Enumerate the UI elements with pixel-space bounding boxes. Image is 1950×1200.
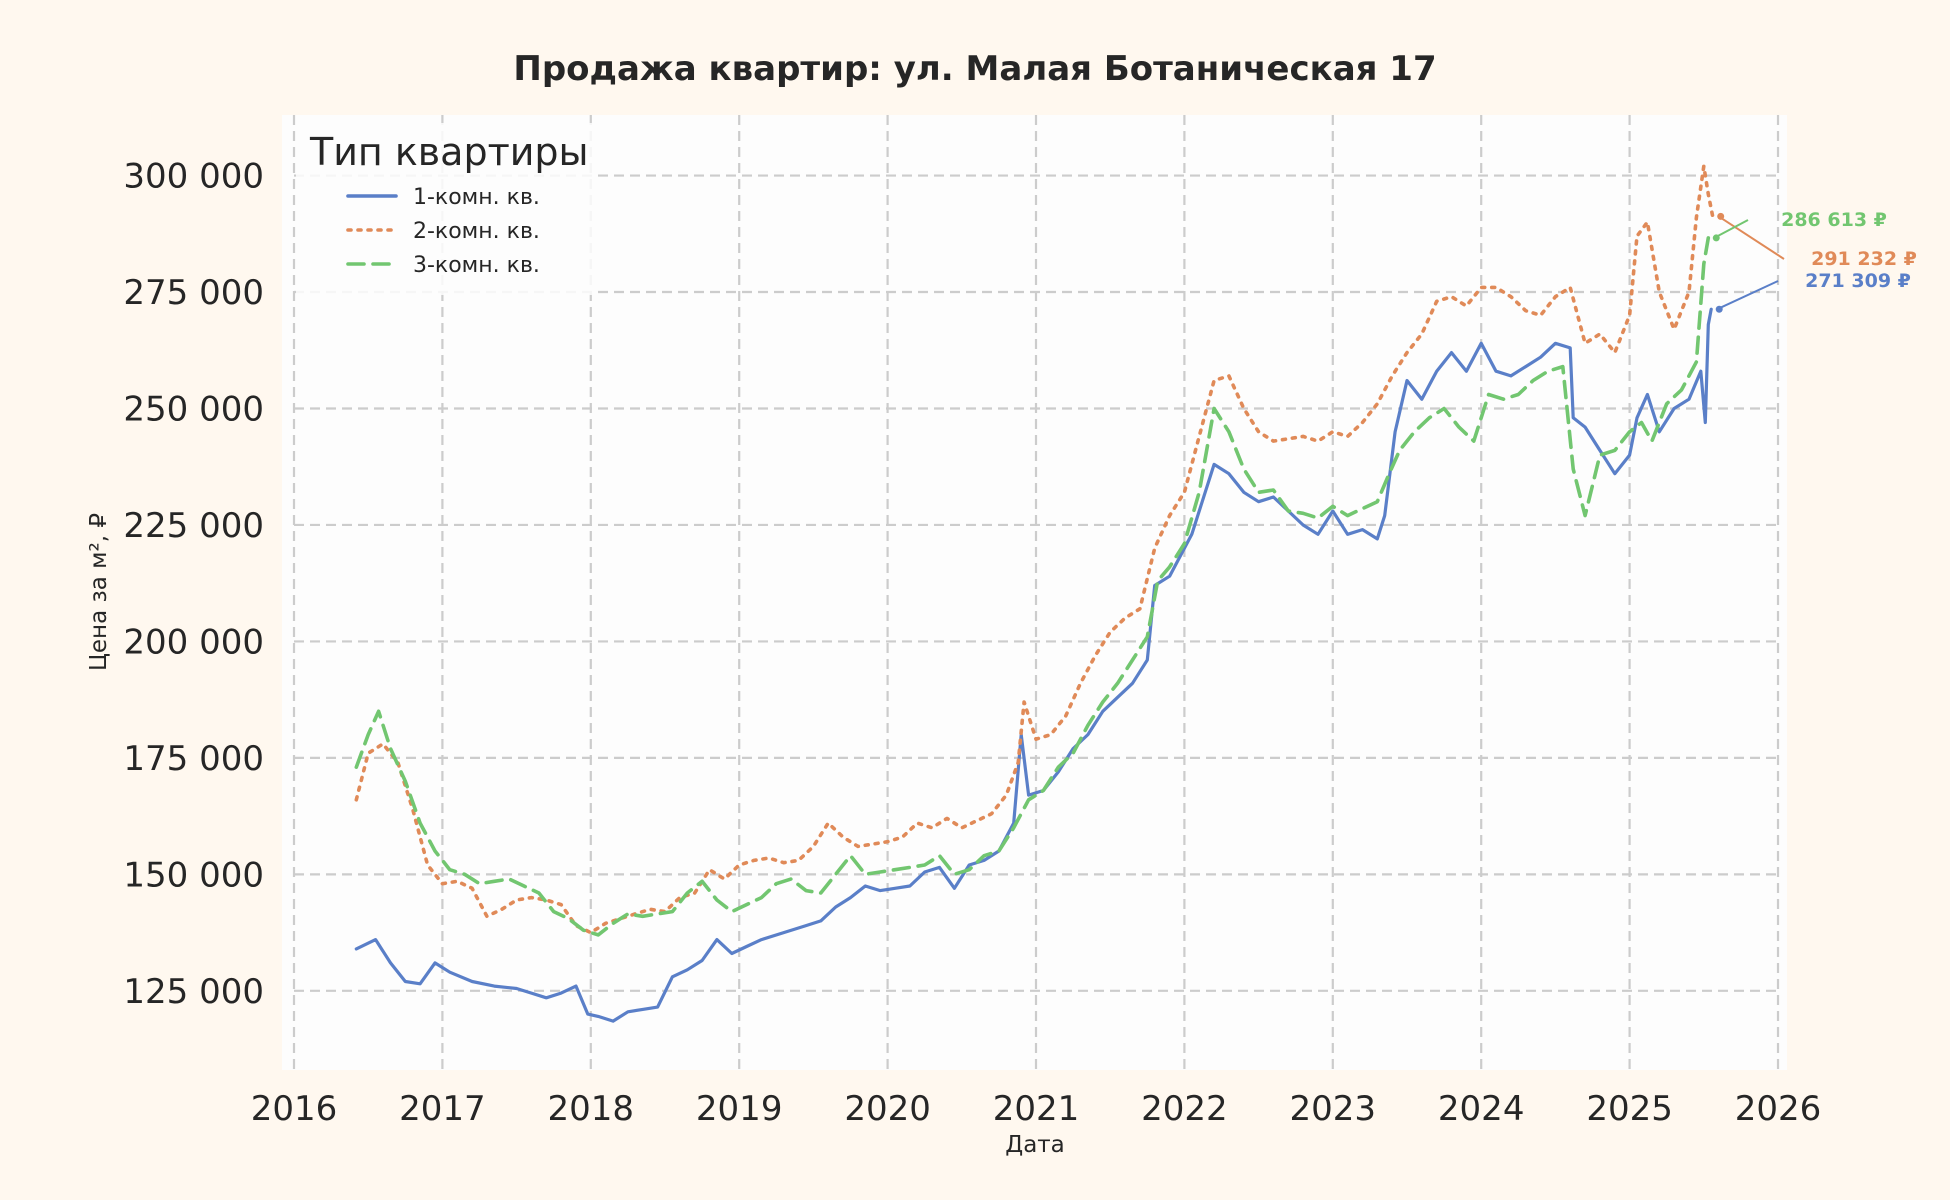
end-label-arrow-1 (1716, 280, 1779, 311)
legend: Тип квартиры 1-комн. кв. 2-комн. кв. 3-ком… (296, 123, 596, 295)
x-tick-label: 2019 (696, 1089, 783, 1129)
x-tick-label: 2026 (1735, 1089, 1822, 1129)
legend-title: Тип квартиры (309, 130, 589, 174)
legend-box (296, 123, 596, 295)
y-axis-title: Цена за м², ₽ (86, 513, 112, 671)
x-tick-label: 2020 (844, 1089, 931, 1129)
y-tick-label: 200 000 (123, 622, 264, 662)
y-tick-label: 175 000 (123, 739, 264, 779)
x-tick-label: 2016 (251, 1089, 338, 1129)
legend-entries: 1-комн. кв. 2-комн. кв. 3-комн. кв. (346, 185, 540, 278)
legend-label-1: 1-комн. кв. (413, 185, 540, 210)
end-label-arrow-3 (1713, 219, 1749, 239)
end-label-arrowhead-3 (1712, 234, 1720, 242)
end-label-arrowhead-2 (1717, 212, 1725, 220)
x-tick-label: 2024 (1438, 1089, 1525, 1129)
legend-label-3: 3-комн. кв. (413, 253, 540, 278)
legend-label-2: 2-комн. кв. (413, 219, 540, 244)
y-tick-label: 125 000 (123, 972, 264, 1012)
end-value-label-3: 286 613 ₽ (1781, 209, 1887, 231)
tick-labels: 2016 2017 2018 2019 2020 2021 2022 2023 2024 2025… (123, 157, 1821, 1129)
end-label-arrowhead-1 (1715, 305, 1723, 313)
x-tick-label: 2022 (1141, 1089, 1228, 1129)
x-axis-title: Дата (1005, 1132, 1065, 1158)
end-value-label-2: 291 232 ₽ (1811, 248, 1917, 270)
series-line-3 (354, 236, 1711, 937)
x-tick-label: 2017 (399, 1089, 486, 1129)
end-value-annotations: 271 309 ₽291 232 ₽ 286 613 ₽ (1712, 209, 1917, 313)
end-label-arrow-2 (1718, 215, 1785, 260)
series-lines (354, 164, 1715, 1023)
x-tick-label: 2025 (1586, 1089, 1673, 1129)
x-tick-label: 2018 (548, 1089, 635, 1129)
series-line-1 (354, 307, 1713, 1023)
y-tick-label: 225 000 (123, 506, 264, 546)
y-tick-label: 150 000 (123, 855, 264, 895)
series-line-2 (354, 164, 1715, 935)
y-tick-label: 300 000 (123, 157, 264, 197)
y-tick-label: 275 000 (123, 273, 264, 313)
x-tick-label: 2021 (993, 1089, 1080, 1129)
chart-title: Продажа квартир: ул. Малая Ботаническая … (513, 49, 1436, 89)
y-tick-label: 250 000 (123, 389, 264, 429)
x-tick-label: 2023 (1290, 1089, 1377, 1129)
end-value-label-1: 271 309 ₽ (1805, 270, 1911, 292)
